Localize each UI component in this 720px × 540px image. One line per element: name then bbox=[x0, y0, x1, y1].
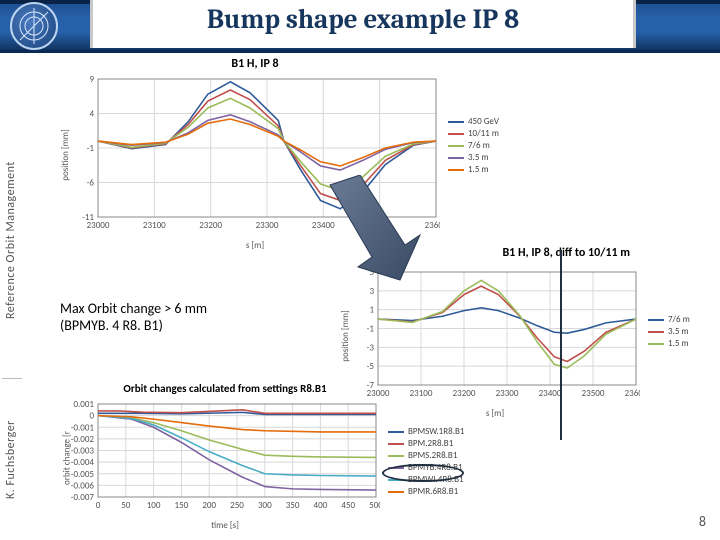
chart1-ylabel: position [mm] bbox=[60, 129, 71, 180]
svg-text:-0.006: -0.006 bbox=[71, 480, 95, 491]
cern-logo-icon bbox=[10, 2, 58, 50]
page-number: 8 bbox=[699, 513, 706, 530]
svg-text:500: 500 bbox=[369, 500, 380, 511]
slide: { "title": "Bump shape example IP 8", "s… bbox=[0, 0, 720, 540]
side-label-top: Reference Orbit Management bbox=[4, 120, 20, 360]
svg-text:0: 0 bbox=[96, 500, 101, 511]
svg-text:23200: 23200 bbox=[453, 388, 476, 399]
svg-text:23000: 23000 bbox=[87, 220, 110, 231]
chart1-legend: 450 GeV10/11 m7/6 m3.5 m1.5 m bbox=[448, 115, 499, 176]
svg-text:-6: -6 bbox=[87, 178, 95, 189]
svg-text:23600: 23600 bbox=[625, 388, 640, 399]
title-bar: Bump shape example IP 8 bbox=[0, 0, 720, 53]
svg-text:9: 9 bbox=[89, 75, 94, 85]
chart-orbit-changes: Orbit changes calculated from settings R… bbox=[70, 400, 380, 515]
svg-text:150: 150 bbox=[175, 500, 189, 511]
svg-text:200: 200 bbox=[202, 500, 216, 511]
svg-text:-5: -5 bbox=[367, 361, 375, 372]
title-box: Bump shape example IP 8 bbox=[90, 0, 636, 48]
svg-text:4: 4 bbox=[89, 109, 94, 120]
marker-vline bbox=[560, 250, 562, 440]
svg-text:400: 400 bbox=[314, 500, 328, 511]
chart3-xlabel: time [s] bbox=[70, 520, 380, 531]
svg-text:-0.004: -0.004 bbox=[71, 457, 95, 468]
svg-text:3: 3 bbox=[369, 286, 374, 297]
chart3-legend: BPMSW.1R8.B1BPM.2R8.B1BPMS.2R8.B1BPMYB.4… bbox=[388, 425, 464, 498]
svg-text:23300: 23300 bbox=[256, 220, 279, 231]
svg-text:-1: -1 bbox=[87, 143, 95, 154]
svg-text:1: 1 bbox=[369, 305, 374, 316]
svg-text:23300: 23300 bbox=[496, 388, 519, 399]
note-line2: (BPMYB. 4 R8. B1) bbox=[60, 317, 207, 334]
highlight-ellipse bbox=[382, 464, 464, 482]
svg-text:-0.001: -0.001 bbox=[71, 422, 95, 433]
chart-diff: B1 H, IP 8, diff to 10/11 m position [mm… bbox=[350, 268, 640, 403]
svg-text:100: 100 bbox=[147, 500, 161, 511]
chart2-xlabel: s [m] bbox=[350, 408, 640, 419]
chart3-ylabel: orbit change [r bbox=[61, 431, 72, 485]
annotation-note: Max Orbit change > 6 mm (BPMYB. 4 R8. B1… bbox=[60, 300, 207, 334]
slide-title: Bump shape example IP 8 bbox=[93, 4, 633, 35]
svg-text:-0.005: -0.005 bbox=[71, 469, 95, 480]
chart2-title: B1 H, IP 8, diff to 10/11 m bbox=[502, 246, 630, 260]
svg-text:450: 450 bbox=[341, 500, 355, 511]
svg-text:50: 50 bbox=[121, 500, 131, 511]
svg-text:-0.007: -0.007 bbox=[71, 492, 95, 503]
svg-text:350: 350 bbox=[286, 500, 300, 511]
svg-text:23100: 23100 bbox=[410, 388, 433, 399]
side-divider bbox=[2, 378, 22, 379]
svg-text:250: 250 bbox=[230, 500, 244, 511]
chart2-legend: 7/6 m3.5 m1.5 m bbox=[648, 313, 690, 350]
svg-text:23500: 23500 bbox=[582, 388, 605, 399]
svg-text:-3: -3 bbox=[367, 342, 375, 353]
note-line1: Max Orbit change > 6 mm bbox=[60, 300, 207, 317]
svg-text:23200: 23200 bbox=[199, 220, 222, 231]
chart1-title: B1 H, IP 8 bbox=[70, 57, 440, 71]
svg-text:-0.003: -0.003 bbox=[71, 446, 95, 457]
svg-text:-1: -1 bbox=[367, 324, 375, 335]
chart3-svg: -0.007-0.006-0.005-0.004-0.003-0.002-0.0… bbox=[70, 400, 380, 515]
arrow-icon bbox=[310, 175, 430, 285]
side-label-bottom: K. Fuchsberger bbox=[4, 400, 20, 520]
svg-text:0.001: 0.001 bbox=[73, 400, 94, 410]
svg-text:-0.002: -0.002 bbox=[71, 434, 95, 445]
chart2-ylabel: position [mm] bbox=[340, 310, 351, 361]
chart3-title: Orbit changes calculated from settings R… bbox=[70, 382, 380, 395]
svg-text:23400: 23400 bbox=[539, 388, 562, 399]
chart2-svg: -7-5-3-113523000231002320023300234002350… bbox=[350, 268, 640, 403]
svg-text:0: 0 bbox=[89, 411, 94, 422]
svg-text:300: 300 bbox=[258, 500, 272, 511]
svg-text:23100: 23100 bbox=[143, 220, 166, 231]
